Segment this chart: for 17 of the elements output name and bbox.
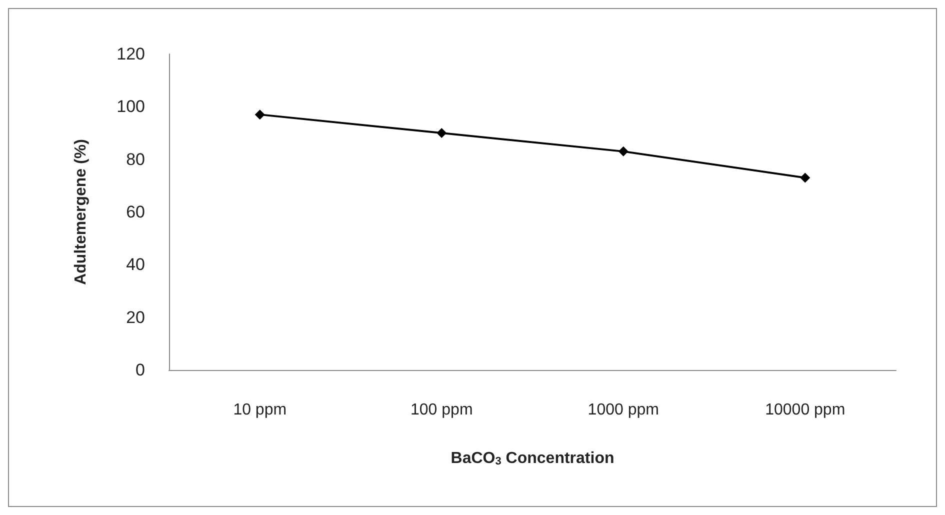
y-tick-label: 60 (126, 202, 145, 222)
point (254, 110, 265, 120)
y-tick-label: 20 (126, 308, 145, 327)
y-tick-label: 80 (126, 150, 145, 169)
y-axis-title: Adultemergene (%) (72, 139, 90, 285)
y-tick-label: 120 (116, 44, 145, 64)
x-tick-label: 100 ppm (410, 402, 473, 418)
y-tick-label: 0 (136, 360, 145, 380)
point (618, 146, 628, 156)
point (800, 172, 810, 183)
x-tick-label: 10 ppm (233, 402, 287, 418)
x-tick-label: 1000 ppm (588, 402, 659, 418)
y-tick-label: 100 (116, 97, 145, 116)
y-tick-label: 40 (126, 255, 145, 274)
point (436, 128, 447, 138)
x-tick-label: 10000 ppm (765, 402, 846, 418)
x-axis-title: BaCO3 Concentration (450, 450, 614, 468)
